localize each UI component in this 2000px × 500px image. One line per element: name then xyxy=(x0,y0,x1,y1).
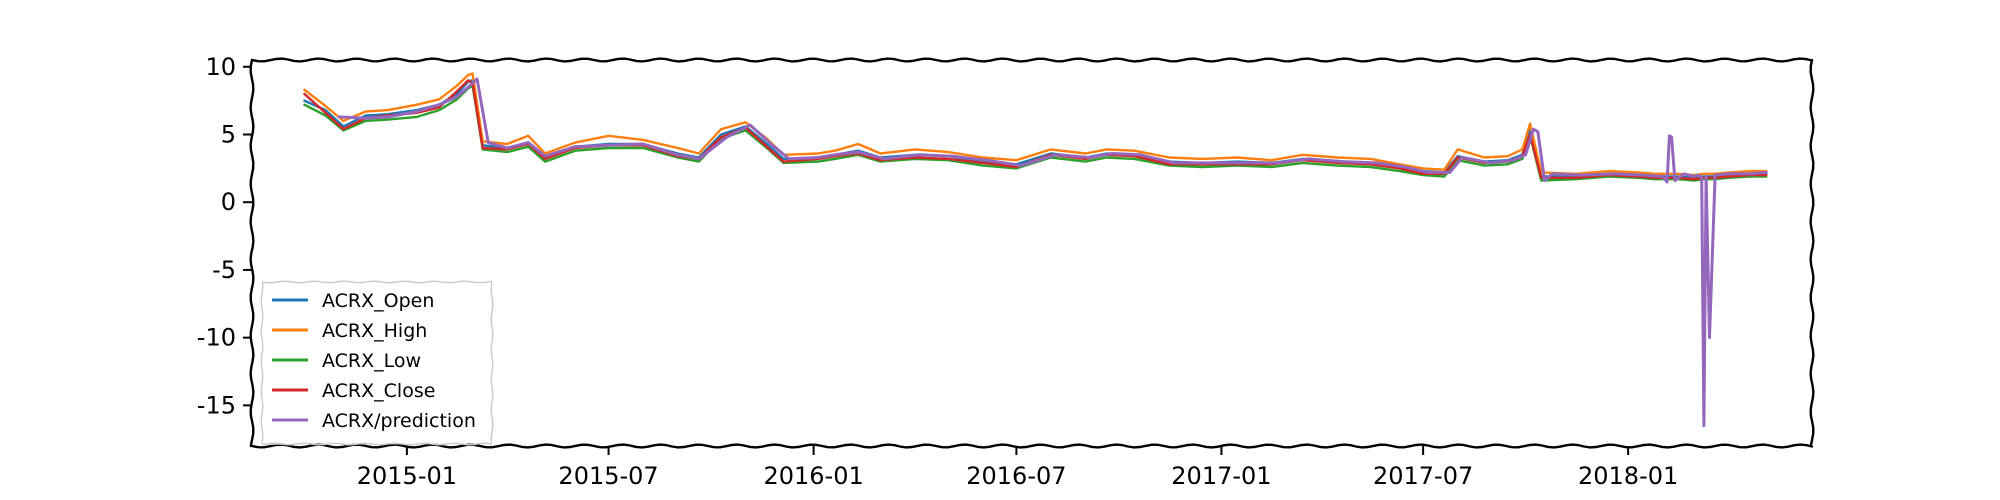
series-line-acrx-close xyxy=(303,79,1768,181)
spine-bottom xyxy=(250,443,1814,449)
y-tick-label: 0 xyxy=(221,188,236,216)
series-line-acrx-prediction xyxy=(337,77,1768,428)
legend-label: ACRX_Open xyxy=(322,290,434,312)
x-tick-label: 2018-01 xyxy=(1578,462,1678,490)
y-tick-label: -15 xyxy=(197,391,236,419)
y-tick-label: 10 xyxy=(205,53,236,81)
y-tick-label: -10 xyxy=(197,324,236,352)
y-axis: 10 5 0 -5 -10 -15 xyxy=(197,53,252,419)
legend-label: ACRX_Low xyxy=(322,350,421,372)
x-tick-label: 2016-01 xyxy=(763,462,863,490)
axes-frame xyxy=(249,57,1815,449)
spine-left xyxy=(249,58,255,448)
legend-box xyxy=(260,280,494,446)
legend-label: ACRX_Close xyxy=(322,380,435,402)
x-tick-label: 2015-01 xyxy=(357,462,457,490)
spine-top xyxy=(250,57,1814,63)
x-axis: 2015-01 2015-07 2016-01 2016-07 2017-01 2017-… xyxy=(357,446,1678,490)
x-tick-label: 2016-07 xyxy=(966,462,1066,490)
y-tick-label: -5 xyxy=(212,256,236,284)
x-tick-label: 2015-07 xyxy=(558,462,658,490)
x-tick-label: 2017-07 xyxy=(1373,462,1473,490)
legend-label: ACRX_High xyxy=(322,320,427,342)
spine-right xyxy=(1809,58,1815,448)
y-tick-label: 5 xyxy=(221,120,236,148)
legend-label: ACRX/prediction xyxy=(322,410,476,432)
series-line-acrx-low xyxy=(303,84,1768,182)
series-layer xyxy=(303,72,1768,428)
x-tick-label: 2017-01 xyxy=(1171,462,1271,490)
legend: ACRX_Open ACRX_High ACRX_Low ACRX_Close ACRX… xyxy=(260,280,494,446)
